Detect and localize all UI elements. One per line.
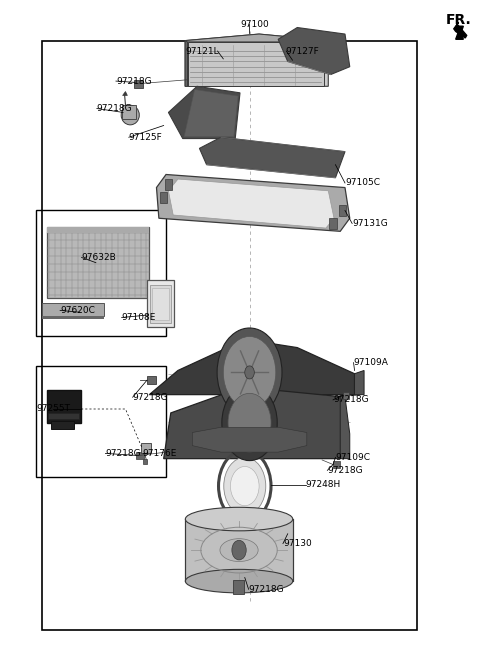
Polygon shape: [185, 34, 328, 87]
Polygon shape: [185, 41, 188, 87]
Bar: [48, 413, 79, 419]
Polygon shape: [454, 22, 467, 38]
Text: 97130: 97130: [283, 539, 312, 548]
Polygon shape: [42, 316, 105, 319]
Polygon shape: [184, 90, 238, 136]
Polygon shape: [192, 427, 307, 452]
Bar: [233, 580, 244, 594]
Text: 97218G: 97218G: [97, 104, 132, 113]
Text: 97127F: 97127F: [285, 47, 319, 56]
Text: 97218G: 97218G: [333, 396, 369, 404]
Bar: [147, 279, 174, 327]
Bar: [121, 104, 136, 119]
Bar: [134, 80, 143, 88]
Bar: [165, 179, 172, 190]
Ellipse shape: [185, 507, 293, 531]
Text: 97109A: 97109A: [354, 358, 388, 367]
Polygon shape: [340, 397, 350, 459]
Text: 97218G: 97218G: [116, 77, 152, 85]
Polygon shape: [456, 26, 463, 39]
Bar: [185, 519, 293, 581]
Text: 97105C: 97105C: [345, 178, 380, 188]
Bar: [339, 205, 347, 216]
Text: 97108E: 97108E: [121, 313, 156, 322]
Circle shape: [232, 541, 246, 560]
Polygon shape: [149, 342, 355, 395]
Text: 97121L: 97121L: [185, 47, 218, 56]
Bar: [47, 390, 81, 422]
Polygon shape: [168, 87, 240, 138]
Text: 97131G: 97131G: [352, 219, 388, 228]
Polygon shape: [168, 179, 334, 228]
Bar: [333, 461, 340, 468]
Ellipse shape: [185, 569, 293, 593]
Bar: [147, 377, 156, 384]
Bar: [42, 303, 105, 316]
Bar: [141, 443, 151, 453]
Bar: [160, 192, 168, 203]
Text: 97218G: 97218G: [132, 393, 168, 401]
Circle shape: [224, 457, 266, 515]
Polygon shape: [156, 174, 350, 232]
Text: FR.: FR.: [446, 12, 471, 27]
Bar: [143, 459, 147, 464]
Text: 97632B: 97632B: [82, 253, 116, 262]
Bar: [329, 218, 337, 229]
Text: 97218G: 97218G: [327, 466, 363, 475]
Bar: [36, 366, 166, 477]
Text: 97255T: 97255T: [36, 405, 70, 413]
Text: 97109C: 97109C: [336, 453, 371, 462]
Text: 97176E: 97176E: [143, 449, 177, 458]
Bar: [136, 452, 144, 459]
Bar: [47, 228, 149, 298]
Polygon shape: [185, 34, 328, 42]
Ellipse shape: [220, 539, 258, 562]
Polygon shape: [355, 371, 364, 395]
Text: 97125F: 97125F: [129, 133, 163, 142]
Ellipse shape: [121, 105, 139, 125]
Bar: [47, 228, 149, 233]
Circle shape: [222, 385, 277, 461]
Bar: [188, 42, 324, 87]
Bar: [42, 41, 417, 630]
Polygon shape: [122, 92, 127, 96]
Polygon shape: [199, 137, 345, 178]
Bar: [150, 285, 171, 323]
Text: 97620C: 97620C: [60, 306, 95, 315]
Circle shape: [230, 466, 259, 506]
Polygon shape: [278, 28, 350, 75]
Circle shape: [245, 366, 254, 379]
Bar: [36, 211, 166, 336]
Text: 97100: 97100: [240, 20, 269, 29]
Circle shape: [228, 394, 271, 452]
Text: 97218G: 97218G: [106, 449, 141, 458]
Text: 97218G: 97218G: [249, 584, 284, 594]
Circle shape: [223, 337, 276, 408]
Bar: [152, 287, 169, 320]
Text: 97248H: 97248H: [306, 480, 341, 489]
Bar: [50, 420, 74, 429]
Polygon shape: [164, 390, 345, 459]
Bar: [343, 392, 349, 399]
Circle shape: [217, 328, 282, 417]
